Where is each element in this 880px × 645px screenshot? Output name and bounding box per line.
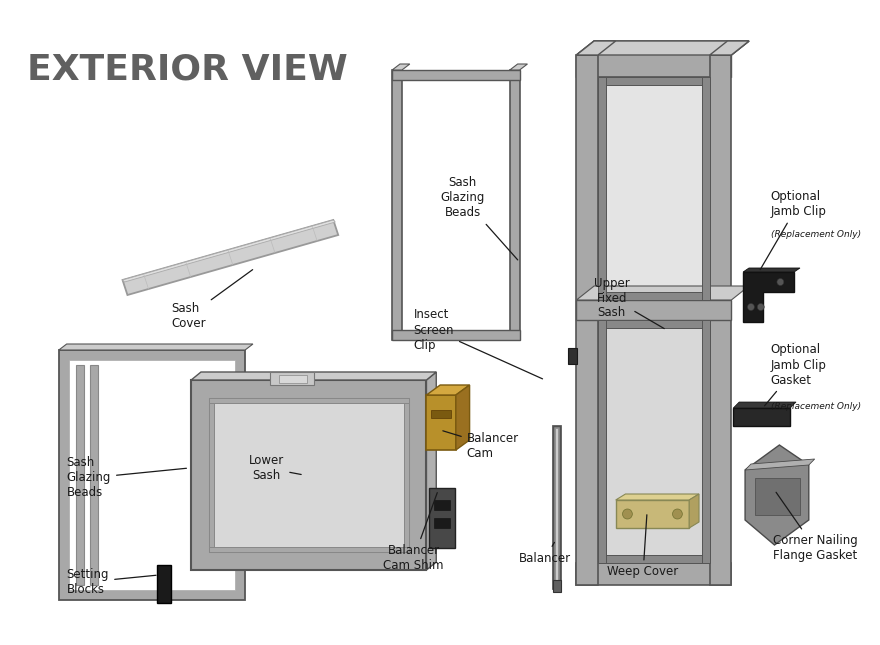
Polygon shape [689,494,699,528]
Polygon shape [191,380,427,570]
Polygon shape [598,77,605,300]
Bar [733,408,790,426]
Circle shape [777,279,784,286]
Text: Corner Nailing
Flange Gasket: Corner Nailing Flange Gasket [773,492,857,562]
Polygon shape [510,64,527,70]
Polygon shape [576,286,749,300]
Polygon shape [745,459,815,470]
Polygon shape [710,41,749,55]
Polygon shape [616,500,689,528]
Polygon shape [427,395,456,450]
Bar [429,488,455,548]
Text: Setting
Blocks: Setting Blocks [67,568,156,596]
Polygon shape [209,398,214,552]
Polygon shape [576,41,616,55]
Text: (Replacement Only): (Replacement Only) [771,402,861,411]
Polygon shape [598,320,605,563]
Polygon shape [69,360,235,590]
Polygon shape [576,300,731,320]
Circle shape [622,509,633,519]
Polygon shape [510,70,519,340]
Polygon shape [576,55,598,585]
Text: Lower
Sash: Lower Sash [249,454,301,482]
Polygon shape [392,330,519,340]
Polygon shape [456,385,470,450]
Polygon shape [598,320,710,328]
Polygon shape [77,365,84,585]
Polygon shape [576,41,749,77]
Text: Balancer: Balancer [519,542,571,564]
Text: Optional
Jamb Clip: Optional Jamb Clip [760,190,826,270]
Text: Sash
Glazing
Beads: Sash Glazing Beads [67,457,187,499]
Polygon shape [702,77,710,300]
Polygon shape [122,220,335,282]
Polygon shape [598,555,710,563]
Text: EXTERIOR VIEW: EXTERIOR VIEW [27,52,348,86]
Circle shape [758,304,764,310]
Text: Balancer
Cam Shim: Balancer Cam Shim [384,493,444,572]
Polygon shape [598,320,710,563]
Bar [435,500,450,510]
Bar [280,375,307,383]
Circle shape [747,304,754,310]
Text: (Replacement Only): (Replacement Only) [771,230,861,239]
Circle shape [672,509,682,519]
Polygon shape [576,41,749,55]
Polygon shape [427,385,470,395]
Polygon shape [392,70,402,340]
Polygon shape [733,402,796,408]
Polygon shape [59,344,253,350]
Polygon shape [743,268,800,272]
Polygon shape [702,320,710,563]
Polygon shape [427,372,436,570]
Text: Optional
Jamb Clip
Gasket: Optional Jamb Clip Gasket [765,344,826,406]
Polygon shape [616,494,699,500]
Polygon shape [209,547,409,552]
Polygon shape [755,478,800,515]
Text: Sash
Cover: Sash Cover [172,270,253,330]
Polygon shape [710,55,731,585]
Polygon shape [59,350,246,600]
Polygon shape [745,445,809,545]
Polygon shape [90,365,98,585]
Polygon shape [598,77,710,85]
Bar [435,518,450,528]
Polygon shape [392,70,519,80]
Bar [553,580,561,592]
Text: Balancer
Cam: Balancer Cam [443,431,519,460]
Polygon shape [392,64,410,70]
Polygon shape [122,220,338,295]
Polygon shape [598,292,710,300]
Text: Weep Cover: Weep Cover [607,515,678,579]
Text: Upper
Fixed
Sash: Upper Fixed Sash [594,277,664,328]
Polygon shape [404,398,409,552]
Polygon shape [269,372,313,385]
Polygon shape [191,372,436,380]
Polygon shape [743,272,794,322]
Text: Insect
Screen
Clip: Insect Screen Clip [414,308,543,379]
Bar [568,348,577,364]
Text: Sash
Glazing
Beads: Sash Glazing Beads [441,177,517,260]
Bar [157,565,171,603]
Polygon shape [209,398,409,552]
Polygon shape [576,563,731,585]
Bar [431,410,451,418]
Polygon shape [598,77,710,300]
Polygon shape [209,398,409,403]
